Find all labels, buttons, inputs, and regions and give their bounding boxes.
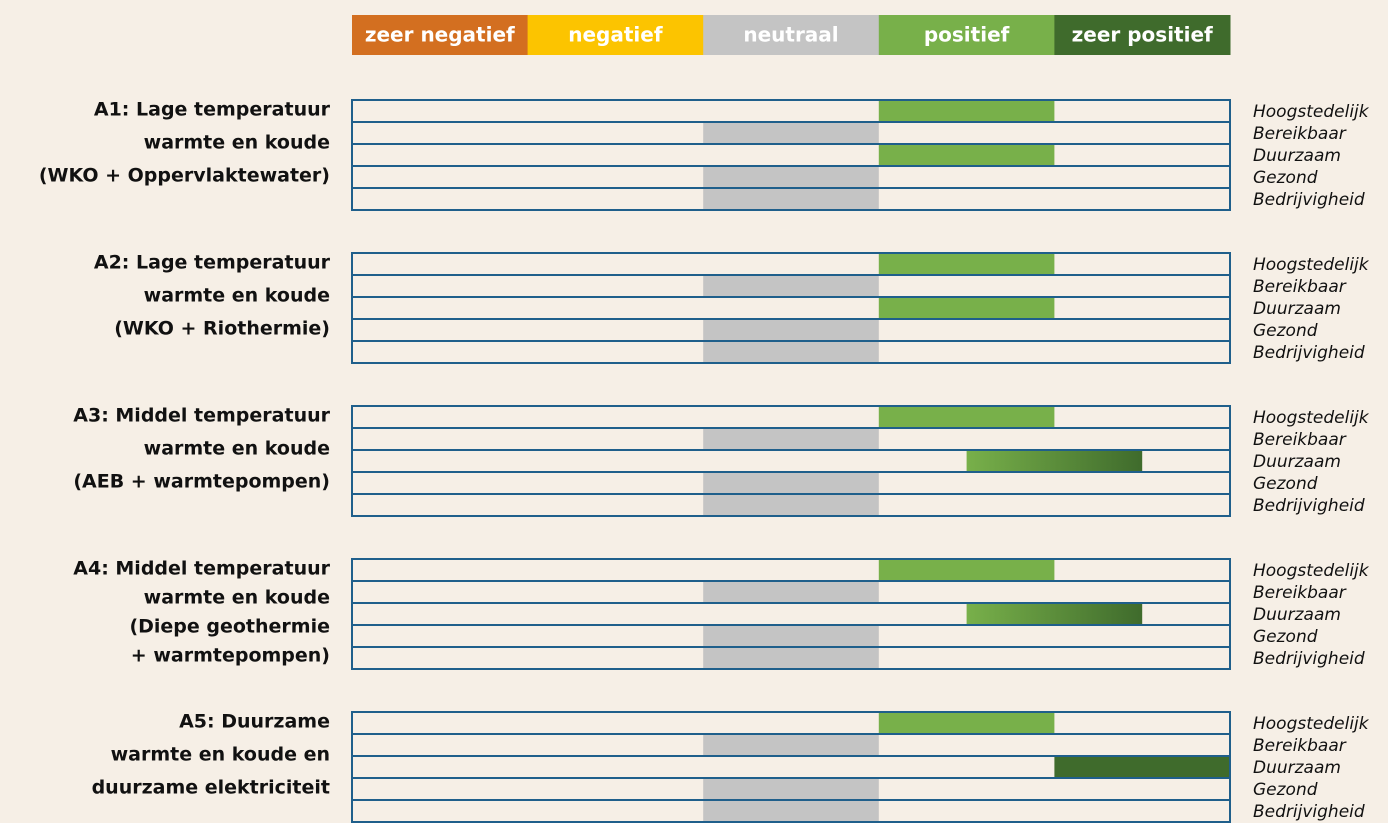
row-label: Bedrijvigheid — [1253, 802, 1365, 822]
row-label: Gezond — [1253, 780, 1318, 800]
row-label: Hoogstedelijk — [1253, 408, 1370, 428]
score-bar — [878, 559, 1055, 581]
row-label: Bereikbaar — [1253, 124, 1347, 144]
score-bar — [703, 275, 879, 297]
group-title: A1: Lage temperatuur — [94, 99, 331, 121]
group-title: warmte en koude en — [111, 744, 330, 766]
row-frame — [351, 340, 1231, 364]
score-bar — [878, 253, 1055, 275]
row-label: Bedrijvigheid — [1253, 190, 1365, 210]
row-label: Bedrijvigheid — [1253, 343, 1365, 363]
group-title: warmte en koude — [144, 587, 330, 609]
row-frame — [351, 187, 1231, 211]
row-label: Gezond — [1253, 321, 1318, 341]
group-title: A3: Middel temperatuur — [73, 405, 330, 427]
row-label: Duurzaam — [1253, 452, 1341, 472]
group-title: A4: Middel temperatuur — [73, 558, 330, 580]
group-title: A5: Duurzame — [179, 711, 330, 733]
group-title: A2: Lage temperatuur — [94, 252, 331, 274]
group-title: warmte en koude — [144, 285, 330, 307]
score-bar — [703, 166, 879, 188]
legend-swatch — [527, 15, 704, 55]
score-bar — [703, 647, 879, 669]
row-label: Gezond — [1253, 168, 1318, 188]
group-title: + warmtepompen) — [131, 645, 330, 667]
row-label: Bedrijvigheid — [1253, 649, 1365, 669]
group-title: warmte en koude — [144, 438, 330, 460]
score-bar — [703, 341, 879, 363]
row-label: Bereikbaar — [1253, 736, 1347, 756]
group-title: (WKO + Oppervlaktewater) — [39, 165, 330, 187]
score-bar — [703, 472, 879, 494]
score-bar — [703, 188, 879, 210]
score-bar — [703, 428, 879, 450]
legend-label: zeer positief — [1072, 23, 1213, 47]
score-bar — [1054, 756, 1230, 778]
row-label: Bereikbaar — [1253, 430, 1347, 450]
row-label: Bereikbaar — [1253, 583, 1347, 603]
row-label: Bedrijvigheid — [1253, 496, 1365, 516]
score-bar — [703, 494, 879, 516]
row-label: Gezond — [1253, 474, 1318, 494]
row-label: Gezond — [1253, 627, 1318, 647]
legend-swatch — [1054, 15, 1231, 55]
row-frame — [351, 646, 1231, 670]
legend-label: negatief — [568, 23, 663, 47]
score-bar — [703, 734, 879, 756]
row-label: Hoogstedelijk — [1253, 561, 1370, 581]
row-label: Hoogstedelijk — [1253, 714, 1370, 734]
group-title: duurzame elektriciteit — [92, 777, 330, 799]
group-title: (WKO + Riothermie) — [114, 318, 330, 340]
row-label: Hoogstedelijk — [1253, 255, 1370, 275]
score-bar — [703, 625, 879, 647]
row-frame — [351, 799, 1231, 823]
score-bar — [878, 100, 1055, 122]
score-bar — [966, 450, 1143, 472]
legend-swatch — [703, 15, 880, 55]
row-label: Duurzaam — [1253, 146, 1341, 166]
score-bar — [703, 581, 879, 603]
legend-label: positief — [924, 23, 1010, 47]
score-bar — [703, 122, 879, 144]
row-label: Bereikbaar — [1253, 277, 1347, 297]
score-bar — [878, 712, 1055, 734]
group-title: (AEB + warmtepompen) — [73, 471, 330, 493]
row-label: Duurzaam — [1253, 605, 1341, 625]
score-bar — [703, 778, 879, 800]
score-bar — [878, 144, 1055, 166]
score-bar — [966, 603, 1143, 625]
row-label: Duurzaam — [1253, 758, 1341, 778]
group-title: warmte en koude — [144, 132, 330, 154]
row-label: Duurzaam — [1253, 299, 1341, 319]
legend-label: zeer negatief — [365, 23, 515, 47]
legend-swatch — [878, 15, 1055, 55]
score-bar — [703, 800, 879, 822]
row-frame — [351, 493, 1231, 517]
legend-swatch — [352, 15, 529, 55]
legend-label: neutraal — [743, 23, 838, 47]
score-bar — [878, 297, 1055, 319]
row-label: Hoogstedelijk — [1253, 102, 1370, 122]
score-bar — [878, 406, 1055, 428]
score-bar — [703, 319, 879, 341]
group-title: (Diepe geothermie — [129, 616, 330, 638]
